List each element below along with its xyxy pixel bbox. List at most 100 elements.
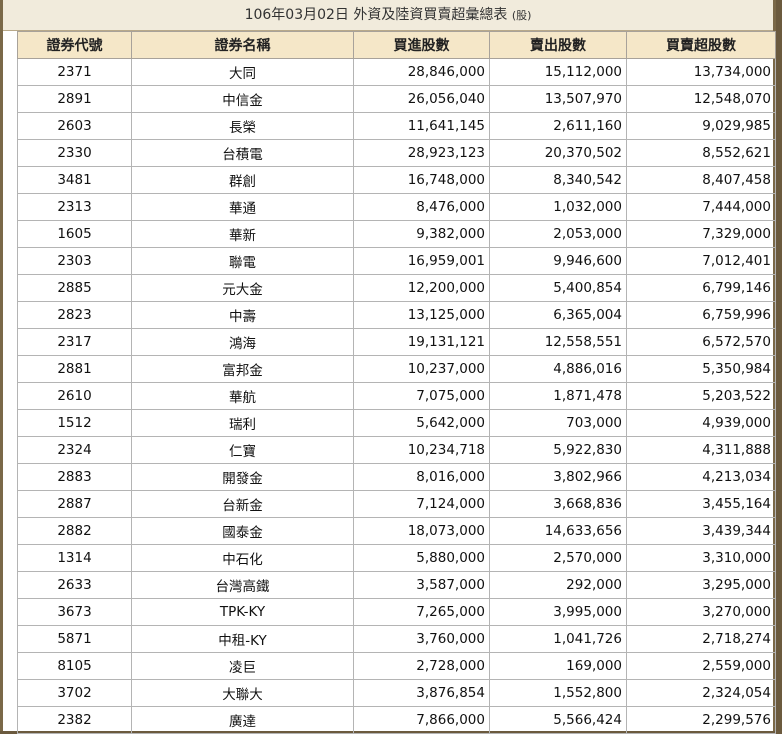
- cell-stock-name: 鴻海: [131, 328, 354, 356]
- cell-stock-name: 長榮: [131, 112, 354, 140]
- cell-buy-shares: 9,382,000: [353, 220, 490, 248]
- cell-net-shares: 6,759,996: [626, 301, 776, 329]
- table-row: 1605 華新 9,382,000 2,053,000 7,329,000: [17, 220, 776, 248]
- cell-stock-name: 國泰金: [131, 517, 354, 545]
- cell-net-shares: 2,299,576: [626, 706, 776, 734]
- cell-sell-shares: 1,552,800: [489, 679, 627, 707]
- header-buy-shares: 買進股數: [353, 31, 490, 59]
- cell-stock-name: 大同: [131, 58, 354, 86]
- cell-net-shares: 7,012,401: [626, 247, 776, 275]
- cell-stock-name: 中石化: [131, 544, 354, 572]
- cell-net-shares: 2,559,000: [626, 652, 776, 680]
- cell-buy-shares: 7,265,000: [353, 598, 490, 626]
- cell-buy-shares: 5,642,000: [353, 409, 490, 437]
- table-row: 2610 華航 7,075,000 1,871,478 5,203,522: [17, 382, 776, 410]
- cell-stock-name: 台灣高鐵: [131, 571, 354, 599]
- cell-net-shares: 5,350,984: [626, 355, 776, 383]
- cell-stock-name: 凌巨: [131, 652, 354, 680]
- cell-buy-shares: 7,124,000: [353, 490, 490, 518]
- table-row: 2883 開發金 8,016,000 3,802,966 4,213,034: [17, 463, 776, 491]
- cell-sell-shares: 8,340,542: [489, 166, 627, 194]
- cell-net-shares: 12,548,070: [626, 85, 776, 113]
- cell-sell-shares: 5,566,424: [489, 706, 627, 734]
- cell-sell-shares: 2,053,000: [489, 220, 627, 248]
- header-net-shares: 買賣超股數: [626, 31, 776, 59]
- cell-stock-name: 台新金: [131, 490, 354, 518]
- table-body: 2371 大同 28,846,000 15,112,000 13,734,000 2891…: [17, 58, 776, 734]
- table-row: 5871 中租-KY 3,760,000 1,041,726 2,718,274: [17, 625, 776, 653]
- table-row: 2823 中壽 13,125,000 6,365,004 6,759,996: [17, 301, 776, 329]
- cell-stock-code: 2887: [17, 490, 132, 518]
- table-row: 2324 仁寶 10,234,718 5,922,830 4,311,888: [17, 436, 776, 464]
- table-row: 2371 大同 28,846,000 15,112,000 13,734,000: [17, 58, 776, 86]
- cell-buy-shares: 3,876,854: [353, 679, 490, 707]
- table-row: 3702 大聯大 3,876,854 1,552,800 2,324,054: [17, 679, 776, 707]
- cell-sell-shares: 703,000: [489, 409, 627, 437]
- header-stock-code: 證券代號: [17, 31, 132, 59]
- table-row: 2633 台灣高鐵 3,587,000 292,000 3,295,000: [17, 571, 776, 599]
- cell-sell-shares: 5,400,854: [489, 274, 627, 302]
- cell-buy-shares: 26,056,040: [353, 85, 490, 113]
- table-row: 2313 華通 8,476,000 1,032,000 7,444,000: [17, 193, 776, 221]
- cell-buy-shares: 19,131,121: [353, 328, 490, 356]
- table-row: 1314 中石化 5,880,000 2,570,000 3,310,000: [17, 544, 776, 572]
- cell-stock-name: 華航: [131, 382, 354, 410]
- cell-net-shares: 4,311,888: [626, 436, 776, 464]
- cell-stock-code: 2324: [17, 436, 132, 464]
- cell-sell-shares: 12,558,551: [489, 328, 627, 356]
- cell-net-shares: 13,734,000: [626, 58, 776, 86]
- cell-sell-shares: 6,365,004: [489, 301, 627, 329]
- cell-sell-shares: 1,041,726: [489, 625, 627, 653]
- cell-sell-shares: 14,633,656: [489, 517, 627, 545]
- cell-buy-shares: 5,880,000: [353, 544, 490, 572]
- cell-stock-name: 中信金: [131, 85, 354, 113]
- cell-buy-shares: 28,923,123: [353, 139, 490, 167]
- table-row: 1512 瑞利 5,642,000 703,000 4,939,000: [17, 409, 776, 437]
- cell-stock-name: 聯電: [131, 247, 354, 275]
- cell-buy-shares: 10,234,718: [353, 436, 490, 464]
- cell-sell-shares: 1,032,000: [489, 193, 627, 221]
- foreign-trading-table: 證券代號 證券名稱 買進股數 賣出股數 買賣超股數 2371 大同 28,846,0…: [17, 31, 776, 734]
- table-row: 2317 鴻海 19,131,121 12,558,551 6,572,570: [17, 328, 776, 356]
- cell-net-shares: 3,295,000: [626, 571, 776, 599]
- cell-net-shares: 4,213,034: [626, 463, 776, 491]
- cell-stock-code: 2603: [17, 112, 132, 140]
- table-row: 2603 長榮 11,641,145 2,611,160 9,029,985: [17, 112, 776, 140]
- cell-buy-shares: 16,748,000: [353, 166, 490, 194]
- cell-stock-code: 5871: [17, 625, 132, 653]
- cell-sell-shares: 9,946,600: [489, 247, 627, 275]
- cell-net-shares: 7,329,000: [626, 220, 776, 248]
- report-unit: (股): [511, 9, 532, 22]
- cell-sell-shares: 2,611,160: [489, 112, 627, 140]
- cell-stock-code: 3673: [17, 598, 132, 626]
- cell-sell-shares: 2,570,000: [489, 544, 627, 572]
- table-row: 2303 聯電 16,959,001 9,946,600 7,012,401: [17, 247, 776, 275]
- report-title: 106年03月02日 外資及陸資買賣超彙總表 (股): [3, 0, 773, 31]
- cell-net-shares: 6,799,146: [626, 274, 776, 302]
- cell-buy-shares: 7,866,000: [353, 706, 490, 734]
- cell-net-shares: 2,718,274: [626, 625, 776, 653]
- cell-stock-code: 2881: [17, 355, 132, 383]
- cell-net-shares: 8,552,621: [626, 139, 776, 167]
- cell-stock-name: 開發金: [131, 463, 354, 491]
- cell-net-shares: 3,439,344: [626, 517, 776, 545]
- cell-stock-code: 2633: [17, 571, 132, 599]
- table-row: 2882 國泰金 18,073,000 14,633,656 3,439,344: [17, 517, 776, 545]
- cell-stock-name: 仁寶: [131, 436, 354, 464]
- header-stock-name: 證券名稱: [131, 31, 354, 59]
- table-row: 8105 凌巨 2,728,000 169,000 2,559,000: [17, 652, 776, 680]
- cell-buy-shares: 13,125,000: [353, 301, 490, 329]
- table-row: 2330 台積電 28,923,123 20,370,502 8,552,621: [17, 139, 776, 167]
- cell-stock-code: 2883: [17, 463, 132, 491]
- cell-stock-code: 2330: [17, 139, 132, 167]
- cell-net-shares: 9,029,985: [626, 112, 776, 140]
- table-row: 2382 廣達 7,866,000 5,566,424 2,299,576: [17, 706, 776, 734]
- cell-net-shares: 2,324,054: [626, 679, 776, 707]
- cell-stock-code: 3481: [17, 166, 132, 194]
- table-row: 2881 富邦金 10,237,000 4,886,016 5,350,984: [17, 355, 776, 383]
- report-title-text: 106年03月02日 外資及陸資買賣超彙總表: [244, 7, 508, 23]
- cell-buy-shares: 28,846,000: [353, 58, 490, 86]
- header-sell-shares: 賣出股數: [489, 31, 627, 59]
- cell-sell-shares: 3,668,836: [489, 490, 627, 518]
